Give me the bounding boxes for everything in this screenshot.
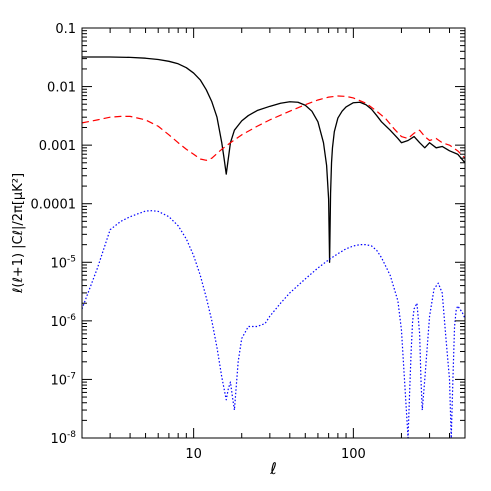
tick-layer: 10 100 0.1 0.01 0.001 0.0001 10-5 10-6 10-7 10-8 xyxy=(31,22,466,462)
y-tick-label: 10-7 xyxy=(50,371,76,388)
y-tick-label: 0.0001 xyxy=(31,198,77,213)
y-tick-label: 0.001 xyxy=(39,139,76,154)
series-line-1 xyxy=(82,56,466,263)
y-tick-label: 10-8 xyxy=(50,430,76,447)
y-tick-label: 0.1 xyxy=(55,22,76,37)
series-line-3 xyxy=(81,210,466,439)
x-tick-label: 100 xyxy=(341,447,366,462)
plot-frame xyxy=(81,27,466,439)
y-tick-label: 10-5 xyxy=(50,254,76,271)
x-tick-label: 10 xyxy=(185,447,202,462)
y-tick-label: 0.01 xyxy=(47,81,76,96)
y-axis-label: ℓ(ℓ+1) |Cℓ|/2π[μK²] xyxy=(11,173,26,294)
series-layer xyxy=(81,56,466,439)
x-axis-label: ℓ xyxy=(269,459,277,478)
series-line-2 xyxy=(81,95,466,161)
y-tick-label: 10-6 xyxy=(50,313,76,330)
